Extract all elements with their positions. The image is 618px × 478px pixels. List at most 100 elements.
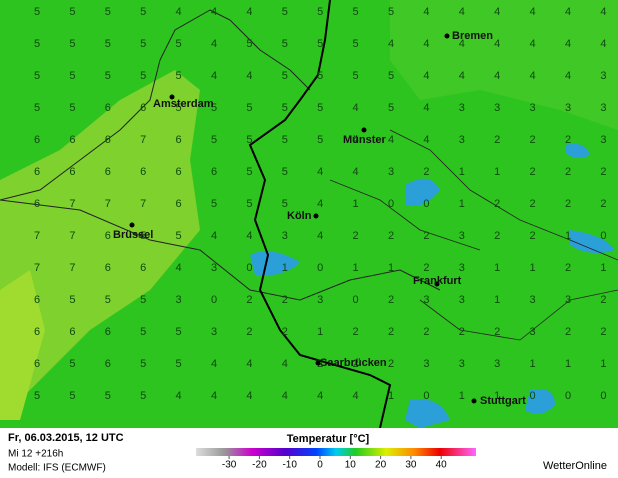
grid-value: 5 — [282, 198, 288, 210]
grid-value: 6 — [105, 134, 111, 146]
grid-value: 5 — [176, 230, 182, 242]
colorbar-label: 0 — [317, 460, 323, 471]
grid-value: 5 — [105, 6, 111, 18]
grid-value: 5 — [176, 70, 182, 82]
grid-value: 5 — [211, 198, 217, 210]
grid-value: 5 — [317, 102, 323, 114]
grid-value: 1 — [353, 198, 359, 210]
grid-value: 1 — [530, 358, 536, 370]
grid-value: 4 — [423, 134, 429, 146]
grid-value: 5 — [353, 70, 359, 82]
grid-value: 6 — [34, 166, 40, 178]
grid-value: 4 — [246, 6, 252, 18]
grid-value: 1 — [600, 262, 606, 274]
grid-value: 3 — [565, 102, 571, 114]
grid-value: 6 — [140, 166, 146, 178]
grid-value: 3 — [176, 294, 182, 306]
grid-value: 6 — [105, 166, 111, 178]
grid-value: 2 — [600, 326, 606, 338]
grid-value: 6 — [105, 326, 111, 338]
grid-value: 0 — [353, 294, 359, 306]
grid-value: 1 — [317, 326, 323, 338]
grid-value: 3 — [459, 262, 465, 274]
grid-value: 5 — [140, 38, 146, 50]
grid-value: 3 — [459, 230, 465, 242]
grid-value: 5 — [69, 102, 75, 114]
grid-value: 5 — [176, 326, 182, 338]
grid-value: 5 — [353, 38, 359, 50]
grid-value: 5 — [69, 358, 75, 370]
grid-value: 2 — [423, 262, 429, 274]
grid-value: 6 — [34, 326, 40, 338]
grid-value: 3 — [530, 102, 536, 114]
grid-value: 4 — [317, 198, 323, 210]
grid-value: 2 — [423, 326, 429, 338]
grid-value: 4 — [317, 390, 323, 402]
grid-value: 4 — [282, 390, 288, 402]
grid-value: 2 — [282, 326, 288, 338]
grid-value: 1 — [494, 294, 500, 306]
grid-value: 5 — [246, 102, 252, 114]
grid-value: 3 — [565, 294, 571, 306]
grid-value: 0 — [423, 390, 429, 402]
grid-value: 1 — [353, 262, 359, 274]
grid-value: 2 — [600, 166, 606, 178]
grid-value: 4 — [353, 102, 359, 114]
grid-value: 6 — [34, 134, 40, 146]
brand: WetterOnline — [543, 460, 607, 472]
grid-value: 2 — [494, 326, 500, 338]
grid-value: 3 — [388, 166, 394, 178]
grid-value: 3 — [600, 134, 606, 146]
grid-value: 3 — [423, 358, 429, 370]
grid-value: 2 — [565, 262, 571, 274]
grid-value: 4 — [246, 230, 252, 242]
grid-value: 0 — [423, 198, 429, 210]
grid-value: 5 — [388, 70, 394, 82]
grid-value: 1 — [565, 230, 571, 242]
grid-value: 4 — [211, 230, 217, 242]
grid-value: 5 — [69, 70, 75, 82]
grid-value: 4 — [459, 70, 465, 82]
city-label: Frankfurt — [413, 275, 462, 287]
grid-value: 7 — [34, 262, 40, 274]
grid-value: 4 — [600, 38, 606, 50]
grid-value: 1 — [494, 166, 500, 178]
grid-value: 5 — [317, 70, 323, 82]
grid-value: 5 — [105, 294, 111, 306]
grid-value: 2 — [494, 230, 500, 242]
grid-value: 2 — [600, 198, 606, 210]
colorbar-label: -20 — [252, 460, 267, 471]
grid-value: 2 — [388, 358, 394, 370]
grid-value: 4 — [353, 390, 359, 402]
grid-value: 3 — [459, 102, 465, 114]
grid-value: 3 — [211, 326, 217, 338]
grid-value: 4 — [423, 70, 429, 82]
grid-value: 2 — [565, 134, 571, 146]
run: Mi 12 +216h — [8, 449, 63, 460]
grid-value: 3 — [600, 102, 606, 114]
grid-value: 4 — [423, 102, 429, 114]
grid-value: 4 — [494, 6, 500, 18]
grid-value: 2 — [565, 198, 571, 210]
grid-value: 2 — [459, 326, 465, 338]
grid-value: 2 — [565, 166, 571, 178]
city-label: Stuttgart — [480, 395, 526, 407]
grid-value: 4 — [388, 134, 394, 146]
city-dot — [313, 213, 319, 219]
grid-value: 2 — [353, 358, 359, 370]
grid-value: 5 — [176, 358, 182, 370]
grid-value: 5 — [34, 390, 40, 402]
grid-value: 2 — [530, 134, 536, 146]
colorbar-label: 40 — [436, 460, 448, 471]
date: Fr, 06.03.2015, 12 UTC — [8, 432, 124, 444]
grid-value: 3 — [459, 134, 465, 146]
grid-value: 5 — [317, 6, 323, 18]
grid-value: 4 — [459, 6, 465, 18]
grid-value: 5 — [282, 38, 288, 50]
grid-value: 3 — [530, 326, 536, 338]
grid-value: 5 — [211, 134, 217, 146]
grid-value: 1 — [565, 358, 571, 370]
grid-value: 2 — [353, 230, 359, 242]
grid-value: 0 — [317, 262, 323, 274]
